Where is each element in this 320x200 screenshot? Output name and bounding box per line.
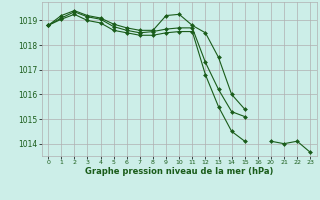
X-axis label: Graphe pression niveau de la mer (hPa): Graphe pression niveau de la mer (hPa) [85, 167, 273, 176]
